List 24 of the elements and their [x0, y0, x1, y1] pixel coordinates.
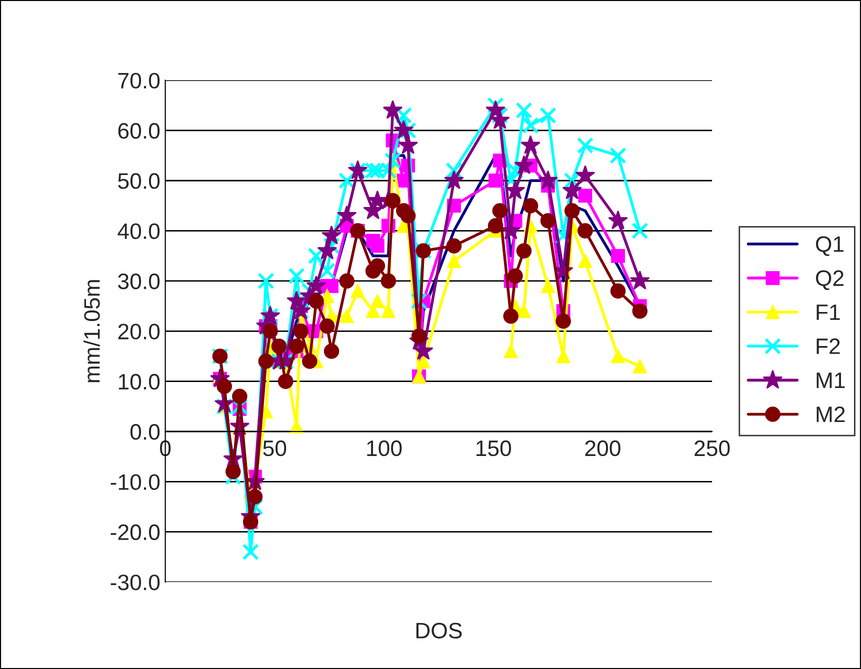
legend-label: M2: [816, 406, 845, 422]
y-tick-label: -10.0: [110, 474, 160, 490]
x-tick-label: 50: [263, 440, 286, 456]
y-tick-label: 10.0: [118, 374, 160, 390]
x-tick-label: 100: [367, 440, 402, 456]
y-tick-label: 50.0: [118, 173, 160, 189]
x-tick-label: 200: [585, 440, 620, 456]
y-tick-label: -20.0: [110, 524, 160, 540]
legend-label: Q2: [816, 270, 844, 290]
y-tick-label: 0.0: [130, 424, 160, 440]
y-tick-label: 40.0: [118, 223, 160, 240]
legend-label: F2: [816, 338, 840, 354]
legend-label: F1: [816, 304, 840, 320]
x-tick-label: 250: [694, 440, 730, 456]
legend-label: Q1: [816, 236, 844, 256]
y-tick-label: -30.0: [110, 574, 160, 590]
y-tick-label: 30.0: [118, 274, 160, 290]
legend-label: M1: [816, 372, 845, 388]
y-tick-label: 60.0: [118, 122, 160, 139]
y-axis-title: mm/1.05m: [84, 280, 100, 382]
y-tick-label: 70.0: [118, 72, 160, 89]
y-tick-label: 20.0: [118, 324, 160, 340]
x-tick-label: 150: [476, 440, 512, 456]
x-axis-title: DOS: [416, 622, 462, 638]
